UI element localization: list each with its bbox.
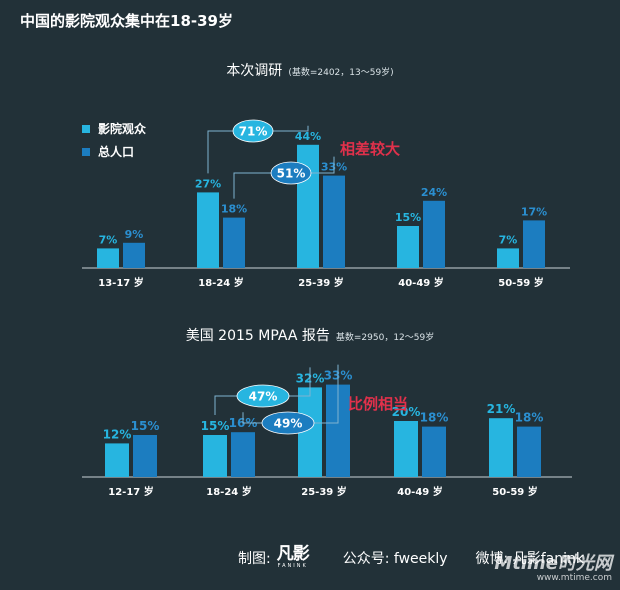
- category-label: 18-24 岁: [198, 276, 243, 289]
- watermark-url: www.mtime.com: [536, 573, 612, 584]
- chart-survey: 本次调研 (基数=2402，13～59岁) 7% 9% 13-17 岁 27% 18% 18…: [0, 60, 620, 300]
- chart-title-text: 本次调研: [226, 63, 283, 79]
- bracket-badge: [261, 411, 315, 435]
- bracket-label: 49%: [274, 417, 303, 431]
- chart-subtitle: 基数=2950，12～59岁: [335, 333, 435, 343]
- bracket-badge: [236, 384, 290, 408]
- chart-title-text: 美国 2015 MPAA 报告: [185, 328, 330, 344]
- bar-population: [517, 426, 541, 477]
- value-label-cinema: 15%: [201, 419, 230, 433]
- bar-chart-svg: 7% 9%13-17 岁27%18%18-24 岁44%33%25-39 岁15%…: [82, 119, 570, 289]
- mtime-watermark: Mtime时光网 www.mtime.com: [494, 554, 612, 584]
- category-label: 25-39 岁: [298, 276, 343, 289]
- category-label: 25-39 岁: [301, 485, 346, 498]
- value-label-population: 18%: [515, 411, 544, 425]
- chart-title: 美国 2015 MPAA 报告 基数=2950，12～59岁: [0, 325, 620, 345]
- bar-cinema: [397, 226, 419, 268]
- bar-chart-svg: 12%15%12-17 岁15% 16%18-24 岁32% 33%25-39 岁2…: [82, 364, 572, 498]
- value-label-population: 18%: [221, 203, 247, 216]
- watermark-main: Mtime时光网: [494, 553, 612, 575]
- bar-population: [123, 242, 145, 268]
- chart-callout: 比例相当: [348, 395, 409, 413]
- value-label-cinema: 27%: [195, 177, 221, 190]
- chart-title: 本次调研 (基数=2402，13～59岁): [0, 60, 620, 80]
- weibo-text: 微博: 凡影fanink: [475, 550, 584, 567]
- category-label: 18-24 岁: [206, 485, 251, 498]
- category-label: 50-59 岁: [492, 485, 537, 498]
- bracket-badge: [232, 119, 274, 143]
- value-label-population: 17%: [521, 205, 547, 218]
- logo-sub: FANINK: [277, 563, 308, 569]
- bar-population: [133, 435, 157, 477]
- value-label-population: 15%: [131, 419, 160, 433]
- value-label-population: 9%: [125, 228, 144, 241]
- page-title: 中国的影院观众集中在18-39岁: [20, 12, 233, 30]
- bar-cinema: [197, 192, 219, 268]
- category-label: 40-49 岁: [398, 276, 443, 289]
- bracket-label: 47%: [249, 390, 278, 404]
- bar-cinema: [394, 421, 418, 477]
- value-label-cinema: 15%: [395, 211, 421, 224]
- legend-label-cinema: 影院观众: [98, 122, 147, 136]
- category-label: 40-49 岁: [397, 485, 442, 498]
- legend-label-population: 总人口: [98, 145, 135, 159]
- bar-cinema: [105, 443, 129, 477]
- value-label-cinema: 44%: [295, 130, 321, 143]
- fanink-logo: 凡影 FANINK: [276, 544, 310, 569]
- chart-callout: 相差较大: [340, 140, 401, 158]
- value-label-population: 18%: [420, 411, 449, 425]
- bar-cinema: [97, 248, 119, 268]
- category-label: 12-17 岁: [108, 485, 153, 498]
- legend-swatch-population: [82, 147, 90, 156]
- legend-item-population: 总人口: [82, 143, 146, 160]
- bar-population: [323, 175, 345, 268]
- bar-cinema: [497, 248, 519, 268]
- chart-subtitle: (基数=2402，13～59岁): [288, 68, 394, 78]
- value-label-cinema: 12%: [103, 427, 132, 441]
- logo-mark: 凡影: [276, 544, 310, 564]
- chart-mpaa: 美国 2015 MPAA 报告 基数=2950，12～59岁 12% 15% 12-1…: [0, 325, 620, 510]
- bar-population: [423, 200, 445, 268]
- legend-item-cinema: 影院观众: [82, 120, 146, 137]
- bracket-label: 71%: [239, 125, 268, 139]
- value-label-cinema: 7%: [499, 233, 518, 246]
- footer: 制图: 凡影 FANINK 公众号: fweekly 微博: 凡影fanink: [238, 546, 584, 569]
- bar-cinema: [203, 435, 227, 477]
- legend-swatch-cinema: [82, 124, 90, 133]
- bracket-badge: [270, 161, 312, 185]
- credit-label: 制图:: [238, 550, 271, 567]
- legend: 影院观众 总人口: [82, 120, 146, 166]
- category-label: 13-17 岁: [98, 276, 143, 289]
- value-label-cinema: 7%: [99, 233, 118, 246]
- category-label: 50-59 岁: [498, 276, 543, 289]
- account-text: 公众号: fweekly: [342, 550, 448, 567]
- value-label-cinema: 21%: [487, 402, 516, 416]
- bar-population: [523, 220, 545, 268]
- bar-population: [422, 426, 446, 477]
- bar-population: [223, 217, 245, 268]
- value-label-cinema: 20%: [392, 405, 421, 419]
- bracket-label: 51%: [277, 167, 306, 181]
- bar-cinema: [489, 418, 513, 477]
- value-label-population: 24%: [421, 186, 447, 199]
- bar-population: [231, 432, 255, 477]
